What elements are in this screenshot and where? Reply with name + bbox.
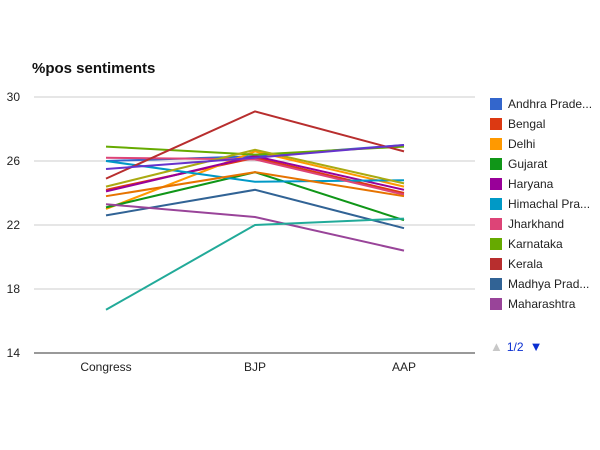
legend-swatch <box>490 238 502 250</box>
series-line <box>105 144 405 170</box>
legend-pager: ▲ 1/2 ▼ <box>490 339 542 354</box>
legend-label: Gujarat <box>508 157 548 171</box>
legend-swatch <box>490 118 502 130</box>
legend-page-label: 1/2 <box>506 339 524 354</box>
legend-label: Maharashtra <box>508 297 576 311</box>
legend-item[interactable]: Andhra Prade... <box>490 94 600 114</box>
series-line <box>105 171 405 198</box>
legend-item[interactable]: Bengal <box>490 114 600 134</box>
legend-label: Karnataka <box>508 237 563 251</box>
legend-swatch <box>490 218 502 230</box>
legend-swatch <box>490 158 502 170</box>
series-line <box>105 160 405 183</box>
legend-label: Himachal Pra... <box>508 197 591 211</box>
series-line <box>105 203 405 252</box>
legend-label: Bengal <box>508 117 546 131</box>
legend-item[interactable]: Madhya Prad... <box>490 274 600 294</box>
legend-swatch <box>490 258 502 270</box>
legend-label: Jharkhand <box>508 217 565 231</box>
legend: Andhra Prade... Bengal Delhi Gujarat Haryana… <box>490 94 600 314</box>
legend-swatch <box>490 98 502 110</box>
chart-title: %pos sentiments <box>32 60 156 77</box>
series-line <box>105 156 405 196</box>
legend-item[interactable]: Delhi <box>490 134 600 154</box>
series-line <box>105 188 405 230</box>
legend-swatch <box>490 178 502 190</box>
y-tick-label: 18 <box>7 282 21 296</box>
series-line <box>105 148 405 188</box>
y-tick-label: 14 <box>7 346 21 360</box>
legend-item[interactable]: Haryana <box>490 174 600 194</box>
legend-label: Andhra Prade... <box>508 97 593 111</box>
legend-swatch <box>490 138 502 150</box>
x-tick-label: BJP <box>244 360 266 374</box>
legend-item[interactable]: Himachal Pra... <box>490 194 600 214</box>
series-line <box>105 110 405 180</box>
x-tick-label: Congress <box>80 360 131 374</box>
legend-swatch <box>490 198 502 210</box>
legend-label: Delhi <box>508 137 536 151</box>
x-tick-label: AAP <box>392 360 416 374</box>
legend-label: Madhya Prad... <box>508 277 590 291</box>
legend-label: Haryana <box>508 177 554 191</box>
series-line <box>105 150 405 210</box>
legend-item[interactable]: Kerala <box>490 254 600 274</box>
series-line <box>105 155 405 193</box>
y-tick-label: 26 <box>7 154 21 168</box>
y-tick-label: 22 <box>7 218 21 232</box>
triangle-up-icon[interactable]: ▲ <box>490 339 503 354</box>
legend-item[interactable]: Maharashtra <box>490 294 600 314</box>
legend-item[interactable]: Jharkhand <box>490 214 600 234</box>
legend-swatch <box>490 298 502 310</box>
legend-label: Kerala <box>508 257 543 271</box>
legend-swatch <box>490 278 502 290</box>
y-tick-label: 30 <box>7 90 21 104</box>
legend-item[interactable]: Karnataka <box>490 234 600 254</box>
triangle-down-icon[interactable]: ▼ <box>529 339 543 354</box>
legend-item[interactable]: Gujarat <box>490 154 600 174</box>
series-line <box>105 217 405 311</box>
